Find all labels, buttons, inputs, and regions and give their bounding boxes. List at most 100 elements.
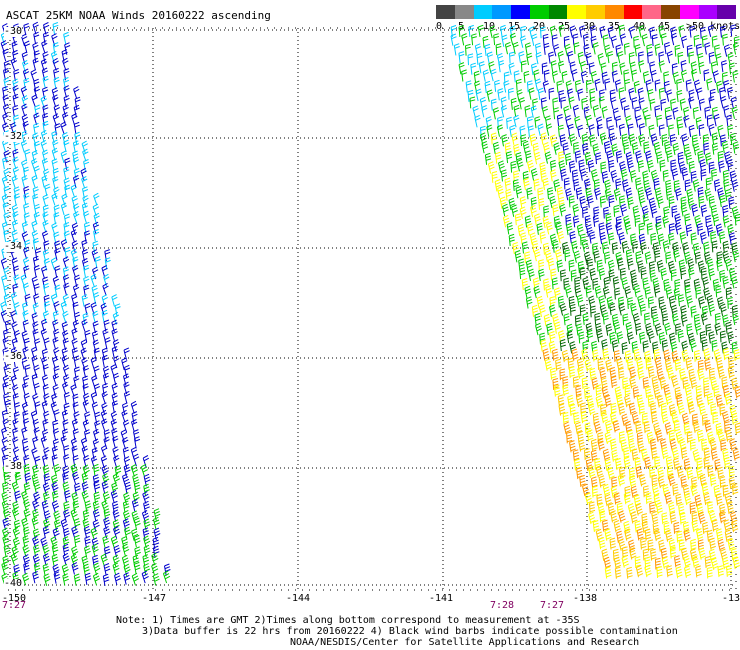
wind-barb [521,278,528,291]
wind-barb [595,384,602,397]
wind-barb [672,71,679,85]
wind-barb [1,221,9,235]
wind-barb [733,36,740,48]
wind-barb [73,167,80,181]
wind-barb [502,214,510,228]
wind-barb [101,294,108,307]
wind-barb [648,261,656,274]
wind-barb [729,170,737,183]
wind-barb [653,285,661,298]
wind-barb [540,26,546,39]
wind-barb [649,466,656,478]
wind-barb [22,418,30,431]
wind-barb [62,57,69,71]
wind-barb [565,115,572,128]
wind-barb [585,187,592,200]
wind-barb [33,544,40,558]
wind-barb [91,543,99,557]
wind-barb [11,204,19,217]
wind-barb [723,519,731,532]
wind-barb [650,548,657,561]
wind-barb [713,113,720,127]
wind-barb [638,222,645,235]
wind-barb [671,205,678,218]
wind-barb [549,304,556,317]
wind-barb [613,520,621,533]
wind-barb [13,564,20,577]
wind-barb [706,78,713,91]
wind-barb [3,544,11,557]
wind-barb [91,374,98,388]
wind-barb [533,248,541,262]
wind-barb [504,142,511,155]
wind-barb [123,509,131,523]
wind-barb [20,139,28,153]
wind-barb [43,491,50,504]
wind-barb [686,295,693,308]
wind-barb [537,187,544,200]
wind-barb [84,230,91,243]
wind-barb [551,34,558,47]
wind-barb [676,530,683,543]
wind-barb [717,429,725,442]
wind-barb [513,104,520,118]
wind-barb [670,341,678,354]
wind-barb [53,365,60,378]
wind-barb [570,269,577,282]
wind-barb [720,134,727,147]
wind-barb [1,274,8,288]
wind-barb [12,507,20,521]
wind-barb [114,572,121,586]
wind-barb [664,322,672,336]
wind-barb [681,168,689,181]
wind-barb [569,440,576,453]
wind-barb [688,267,695,280]
wind-barb [704,106,711,119]
wind-barb [719,25,726,38]
wind-barb [24,239,31,252]
wind-barb [604,566,612,579]
wind-barb [23,463,31,477]
wind-barb [624,78,631,91]
wind-barb [610,35,617,49]
wind-barb [32,464,39,477]
wind-barb [616,530,624,543]
wind-barb [708,367,716,380]
wind-barb [33,112,40,126]
wind-barb [612,276,620,289]
wind-barb [666,467,674,480]
wind-barb [594,78,601,91]
wind-barb [21,175,28,188]
wind-barb [558,403,566,416]
wind-barb [666,89,673,102]
wind-barb [686,431,693,444]
wind-barb [509,124,516,138]
wind-barb [592,214,600,227]
wind-barb [591,485,599,498]
wind-barb [566,431,573,444]
wind-barb [40,139,47,153]
wind-barb [490,132,497,145]
wind-barb [622,179,629,192]
wind-barb [657,233,665,246]
wind-barb [23,166,30,179]
wind-barb [629,170,637,183]
wind-barb [500,169,508,182]
wind-barb [70,463,78,477]
wind-barb [51,192,58,206]
wind-barb [690,305,697,318]
wind-barb [63,392,70,405]
wind-barb [63,282,70,296]
wind-barb [486,89,493,102]
wind-barb [638,233,646,246]
wind-barb [715,285,722,298]
wind-barb [595,322,602,335]
wind-barb [604,179,611,192]
wind-barb [728,476,736,489]
lon-label: -141 [429,593,454,604]
wind-barb [732,556,740,570]
wind-barb [62,471,69,485]
wind-barb [43,337,50,351]
wind-barb [53,328,60,342]
wind-barb [543,205,550,218]
